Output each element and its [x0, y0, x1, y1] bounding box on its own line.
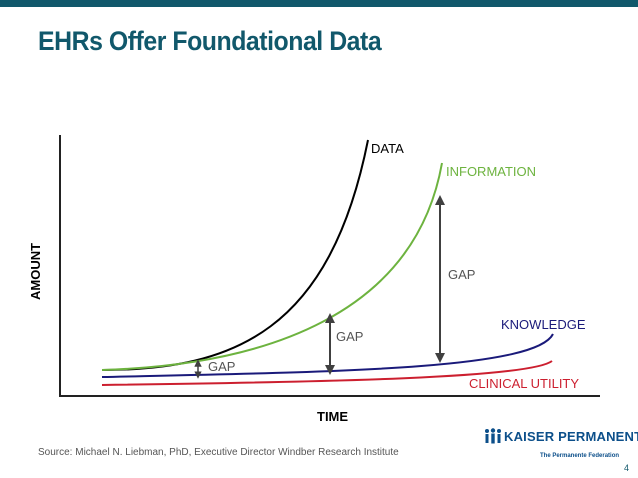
- data-curve-label: DATA: [371, 141, 404, 156]
- y-axis-label: AMOUNT: [28, 243, 43, 300]
- information-curve: [101, 162, 443, 371]
- gap-label-large: GAP: [448, 267, 475, 282]
- clinical-utility-curve-label: CLINICAL UTILITY: [469, 376, 579, 391]
- knowledge-curve-label: KNOWLEDGE: [501, 317, 586, 332]
- clinical-utility-curve: [101, 360, 553, 386]
- data-curve: [101, 139, 369, 371]
- gap-label-small: GAP: [208, 359, 235, 374]
- x-axis-label: TIME: [317, 409, 348, 424]
- knowledge-curve: [101, 333, 554, 378]
- page-number: 4: [624, 463, 630, 473]
- top-accent-bar: [0, 0, 638, 7]
- source-citation: Source: Michael N. Liebman, PhD, Executi…: [38, 447, 399, 458]
- gap-label-medium: GAP: [336, 329, 363, 344]
- information-curve-label: INFORMATION: [446, 164, 536, 179]
- logo-wordmark: KAISER PERMANENTE®: [504, 429, 638, 444]
- slide-title: EHRs Offer Foundational Data: [38, 26, 382, 56]
- kaiser-permanente-logo: KAISER PERMANENTE® The Permanente Federa…: [484, 428, 638, 462]
- people-icon: [485, 428, 501, 444]
- logo-tagline: The Permanente Federation: [540, 453, 620, 459]
